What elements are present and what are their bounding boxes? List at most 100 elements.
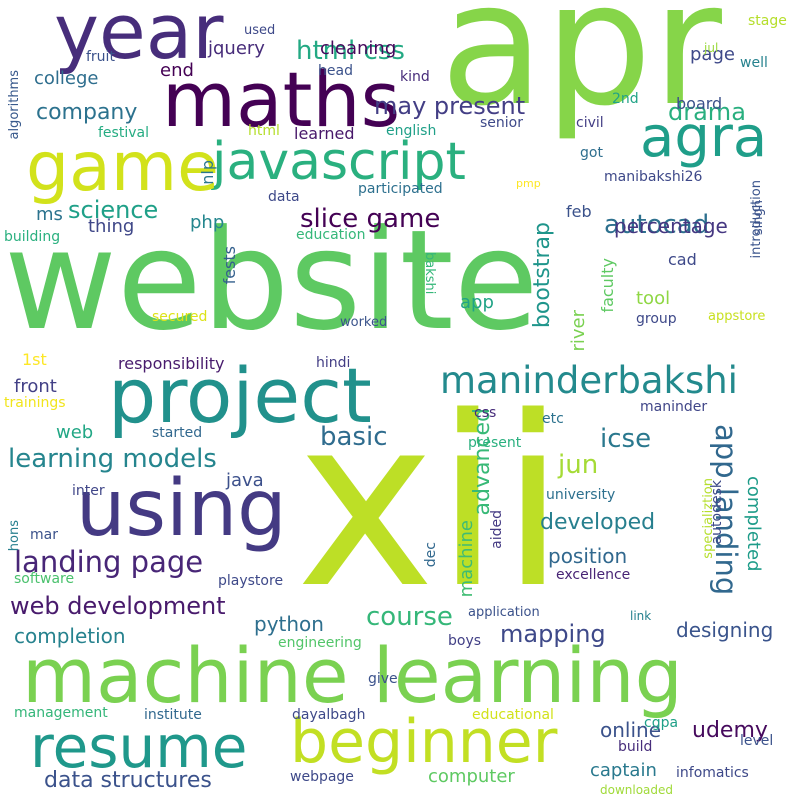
- word-pmp: pmp: [516, 177, 541, 190]
- word-php: php: [190, 212, 225, 233]
- word-slice-game: slice game: [300, 204, 441, 234]
- word-webpage: webpage: [290, 769, 354, 785]
- word-college: college: [34, 68, 99, 89]
- word-completed: completed: [743, 476, 764, 572]
- word-head: head: [318, 63, 353, 79]
- word-app: app: [460, 292, 494, 313]
- word-used: used: [244, 23, 276, 38]
- word-fruit: fruit: [86, 49, 115, 65]
- word-university: university: [546, 487, 616, 503]
- word-css: css: [474, 405, 497, 421]
- word-bootstrap: bootstrap: [530, 222, 555, 329]
- word-downloaded: downloaded: [600, 783, 674, 797]
- word-inter: inter: [72, 483, 105, 499]
- word-beginner: beginner: [290, 707, 558, 777]
- word-advanced: advanced: [470, 408, 495, 516]
- word-position: position: [548, 544, 628, 568]
- word-participated: participated: [358, 181, 443, 197]
- word-english: english: [386, 123, 437, 139]
- word-dayalbagh: dayalbagh: [292, 707, 366, 723]
- word-education: education: [296, 227, 366, 243]
- word-tool: tool: [636, 288, 671, 309]
- word-ms: ms: [36, 204, 63, 225]
- word-data: data: [268, 189, 300, 205]
- word-jun: jun: [558, 450, 599, 480]
- word-completion: completion: [14, 624, 126, 648]
- word-group: group: [636, 311, 677, 327]
- word-year: year: [54, 0, 224, 76]
- word-trainings: trainings: [4, 395, 66, 411]
- word-drama: drama: [668, 98, 746, 126]
- word-educational: educational: [472, 707, 554, 723]
- word-worked: worked: [340, 315, 388, 330]
- word-computer: computer: [428, 766, 515, 787]
- word-learning-models: learning models: [8, 444, 217, 474]
- word-responsibility: responsibility: [118, 354, 225, 373]
- word-learned: learned: [294, 124, 355, 143]
- word-java: java: [226, 470, 264, 491]
- word-page: page: [690, 44, 735, 65]
- word-captain: captain: [590, 760, 657, 781]
- word-management: management: [14, 705, 108, 721]
- word-manibakshi26: manibakshi26: [604, 169, 703, 185]
- word-hindi: hindi: [316, 355, 351, 371]
- word-agra: agra: [640, 105, 768, 170]
- word-using: using: [76, 464, 287, 554]
- word-aided: aided: [489, 510, 505, 549]
- word-jul: jul: [704, 41, 719, 55]
- word-basic: basic: [320, 422, 388, 452]
- word-building: building: [4, 229, 61, 245]
- word-faculty: faculty: [598, 258, 617, 313]
- word-may-present: may present: [374, 92, 526, 120]
- word-front: front: [14, 376, 57, 397]
- word-maths: maths: [162, 55, 401, 144]
- word-javascript: javascript: [212, 132, 466, 192]
- word-science: science: [68, 196, 159, 224]
- word-machine: machine: [456, 520, 477, 598]
- word-senior: senior: [480, 115, 523, 131]
- word-excellence: excellence: [556, 567, 631, 583]
- word-apr: apr: [440, 0, 722, 144]
- word-cleaning: cleaning: [320, 38, 397, 59]
- word-jquery: jquery: [208, 38, 265, 59]
- word-end: end: [160, 60, 194, 81]
- word-nlp: nlp: [198, 160, 217, 185]
- word-engineering: engineering: [278, 635, 362, 651]
- word-well: well: [740, 55, 768, 71]
- word-stage: stage: [748, 13, 787, 29]
- word-udemy: udemy: [692, 718, 768, 743]
- word-kind: kind: [400, 69, 430, 85]
- word-got: got: [580, 145, 603, 161]
- word-1st: 1st: [22, 350, 47, 369]
- word-2nd: 2nd: [612, 91, 639, 107]
- word-dec: dec: [423, 542, 439, 568]
- word-boys: boys: [448, 633, 482, 649]
- word-cad: cad: [668, 250, 697, 269]
- word-developed: developed: [540, 510, 656, 535]
- word-web-development: web development: [10, 592, 226, 620]
- word-river: river: [568, 310, 589, 352]
- word-infomatics: infomatics: [676, 765, 749, 781]
- word-algorithms: algorithms: [7, 70, 22, 140]
- word-maninderbakshi: maninderbakshi: [440, 359, 738, 402]
- word-landing-page: landing page: [14, 545, 204, 579]
- word-level: level: [740, 733, 774, 749]
- word-institute: institute: [144, 707, 202, 723]
- word-playstore: playstore: [218, 573, 284, 589]
- word-thing: thing: [88, 216, 135, 237]
- word-hons: hons: [7, 520, 22, 552]
- word-html: html: [248, 123, 280, 139]
- word-online: online: [600, 718, 662, 742]
- word-game: game: [26, 128, 219, 207]
- word-appstore: appstore: [708, 309, 766, 324]
- word-xii: xii: [296, 367, 566, 640]
- word-project: project: [108, 351, 372, 440]
- word-singh: singh: [751, 200, 766, 236]
- word-designing: designing: [676, 618, 774, 642]
- word-festival: festival: [98, 125, 149, 141]
- word-etc: etc: [542, 411, 564, 427]
- word-html-css: html css: [296, 36, 405, 66]
- word-bakshi: bakshi: [422, 252, 437, 295]
- word-resume: resume: [30, 713, 248, 781]
